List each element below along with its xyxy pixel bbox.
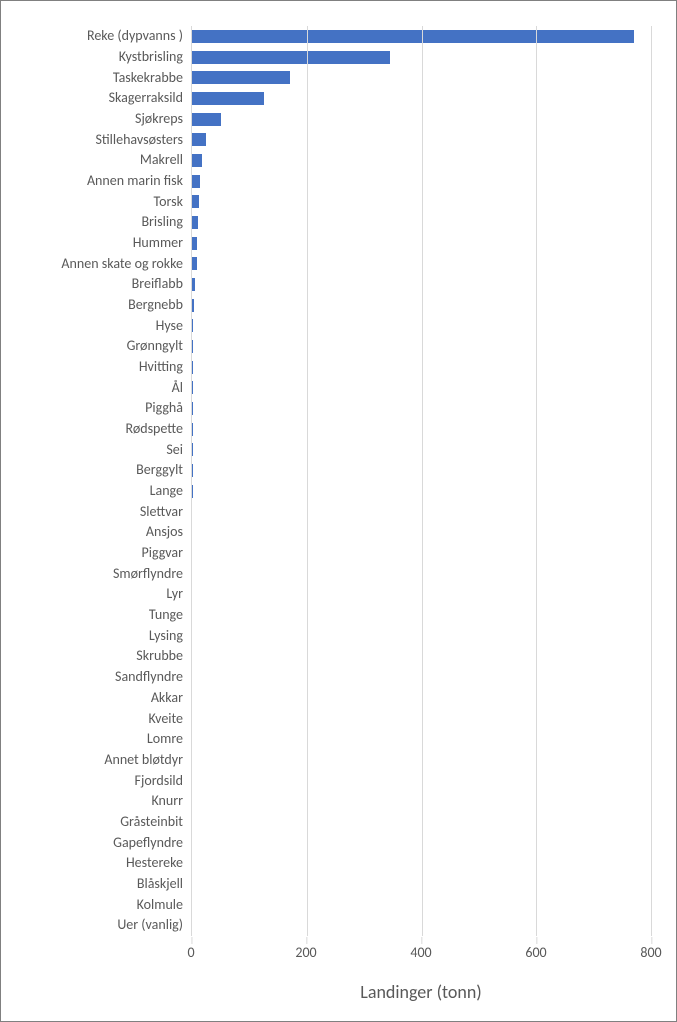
x-tick-label: 200 [295, 944, 316, 961]
bar [192, 402, 193, 415]
x-tick-mark [421, 937, 422, 944]
y-axis-label: Slettvar [1, 505, 183, 519]
y-axis-label: Smørflyndre [1, 567, 183, 581]
bar [192, 216, 198, 229]
y-axis-label: Pigghå [1, 401, 183, 415]
x-tick-label: 800 [640, 944, 661, 961]
chart-frame: Reke (dypvanns ) Kystbrisling Taskekrabbe S… [0, 0, 677, 1022]
y-axis-label: Knurr [1, 794, 183, 808]
gridline [422, 26, 423, 936]
bar [192, 319, 193, 332]
y-axis-label: Torsk [1, 195, 183, 209]
y-axis-label: Annet bløtdyr [1, 753, 183, 767]
y-axis-label: Annen skate og rokke [1, 257, 183, 271]
bar [192, 92, 264, 105]
y-axis-label: Breiflabb [1, 277, 183, 291]
y-axis-label: Gapeflyndre [1, 836, 183, 850]
bar [192, 340, 193, 353]
x-tick-label: 0 [187, 944, 194, 961]
y-axis-label: Lysing [1, 629, 183, 643]
gridline [536, 26, 537, 936]
y-axis-label: Hummer [1, 236, 183, 250]
x-tick-mark [306, 937, 307, 944]
y-axis-label: Akkar [1, 691, 183, 705]
y-axis-label: Kystbrisling [1, 50, 183, 64]
y-axis-label: Sjøkreps [1, 112, 183, 126]
y-axis-label: Gråsteinbit [1, 815, 183, 829]
bar [192, 195, 199, 208]
bar [192, 257, 197, 270]
x-axis-ticks: 0200400600800 [191, 944, 651, 966]
x-tick-mark [651, 937, 652, 944]
x-tick-mark [191, 937, 192, 944]
y-axis-label: Skagerraksild [1, 91, 183, 105]
y-axis-label: Grønngylt [1, 339, 183, 353]
gridline [651, 26, 652, 936]
x-tick-label: 400 [410, 944, 431, 961]
bar [192, 154, 202, 167]
y-axis-label: Ansjos [1, 525, 183, 539]
x-tick-mark [536, 937, 537, 944]
y-axis-label: Reke (dypvanns ) [1, 29, 183, 43]
bar [192, 423, 193, 436]
y-axis-label: Kveite [1, 712, 183, 726]
y-axis-label: Fjordsild [1, 774, 183, 788]
y-axis-label: Hestereke [1, 856, 183, 870]
y-axis-label: Makrell [1, 153, 183, 167]
y-axis-label: Hyse [1, 319, 183, 333]
y-axis-label: Lyr [1, 587, 183, 601]
y-axis-label: Bergnebb [1, 298, 183, 312]
y-axis-labels: Reke (dypvanns ) Kystbrisling Taskekrabbe S… [1, 26, 183, 936]
bar [192, 443, 193, 456]
bar [192, 237, 197, 250]
x-tick-label: 600 [525, 944, 546, 961]
y-axis-label: Sei [1, 443, 183, 457]
y-axis-label: Hvitting [1, 360, 183, 374]
y-axis-label: Annen marin fisk [1, 174, 183, 188]
bar [192, 51, 390, 64]
gridline [307, 26, 308, 936]
y-axis-label: Kolmule [1, 898, 183, 912]
y-axis-label: Rødspette [1, 422, 183, 436]
bar [192, 71, 290, 84]
bar [192, 133, 206, 146]
y-axis-label: Brisling [1, 215, 183, 229]
bar [192, 30, 634, 43]
y-axis-label: Blåskjell [1, 877, 183, 891]
y-axis-label: Lomre [1, 732, 183, 746]
y-axis-label: Taskekrabbe [1, 71, 183, 85]
x-axis-title: Landinger (tonn) [191, 981, 651, 1003]
bar [192, 113, 221, 126]
bar [192, 381, 193, 394]
y-axis-label: Sandflyndre [1, 670, 183, 684]
bar [192, 278, 195, 291]
y-axis-label: Berggylt [1, 463, 183, 477]
y-axis-label: Uer (vanlig) [1, 918, 183, 932]
plot-area [191, 26, 651, 936]
bar [192, 299, 194, 312]
y-axis-label: Piggvar [1, 546, 183, 560]
y-axis-label: Stillehavsøsters [1, 133, 183, 147]
bar [192, 175, 200, 188]
y-axis-label: Lange [1, 484, 183, 498]
y-axis-label: Tunge [1, 608, 183, 622]
bar [192, 485, 193, 498]
y-axis-label: Ål [1, 381, 183, 395]
bar [192, 361, 193, 374]
bar [192, 464, 193, 477]
y-axis-label: Skrubbe [1, 649, 183, 663]
